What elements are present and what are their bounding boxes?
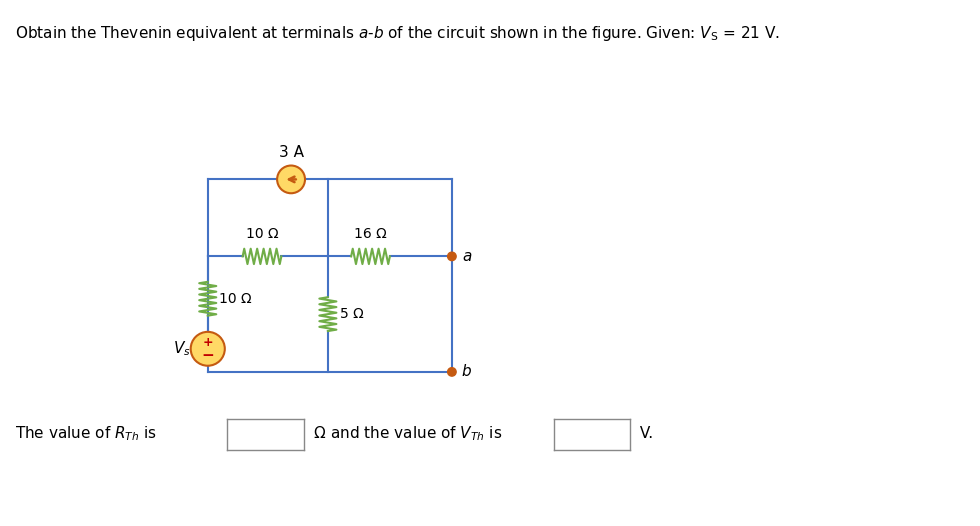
Text: b: b: [462, 365, 471, 379]
Text: −: −: [201, 348, 214, 363]
Text: 10 Ω: 10 Ω: [246, 227, 278, 241]
Text: $\Omega$ and the value of $V_{Th}$ is: $\Omega$ and the value of $V_{Th}$ is: [309, 424, 502, 443]
Text: V.: V.: [635, 427, 653, 441]
Text: The value of $R_{Th}$ is: The value of $R_{Th}$ is: [15, 424, 157, 443]
Text: $V_s$: $V_s$: [173, 339, 191, 358]
Text: 16 Ω: 16 Ω: [354, 227, 387, 241]
Text: 3 A: 3 A: [278, 145, 304, 160]
Text: a: a: [462, 249, 471, 264]
Text: Obtain the Thevenin equivalent at terminals $a$-$b$ of the circuit shown in the : Obtain the Thevenin equivalent at termin…: [15, 24, 780, 43]
Text: +: +: [203, 336, 213, 349]
Circle shape: [448, 252, 456, 260]
Circle shape: [448, 368, 456, 376]
Text: 5 Ω: 5 Ω: [339, 307, 364, 321]
Text: 10 Ω: 10 Ω: [220, 292, 252, 306]
Circle shape: [277, 166, 305, 193]
Circle shape: [191, 332, 224, 366]
